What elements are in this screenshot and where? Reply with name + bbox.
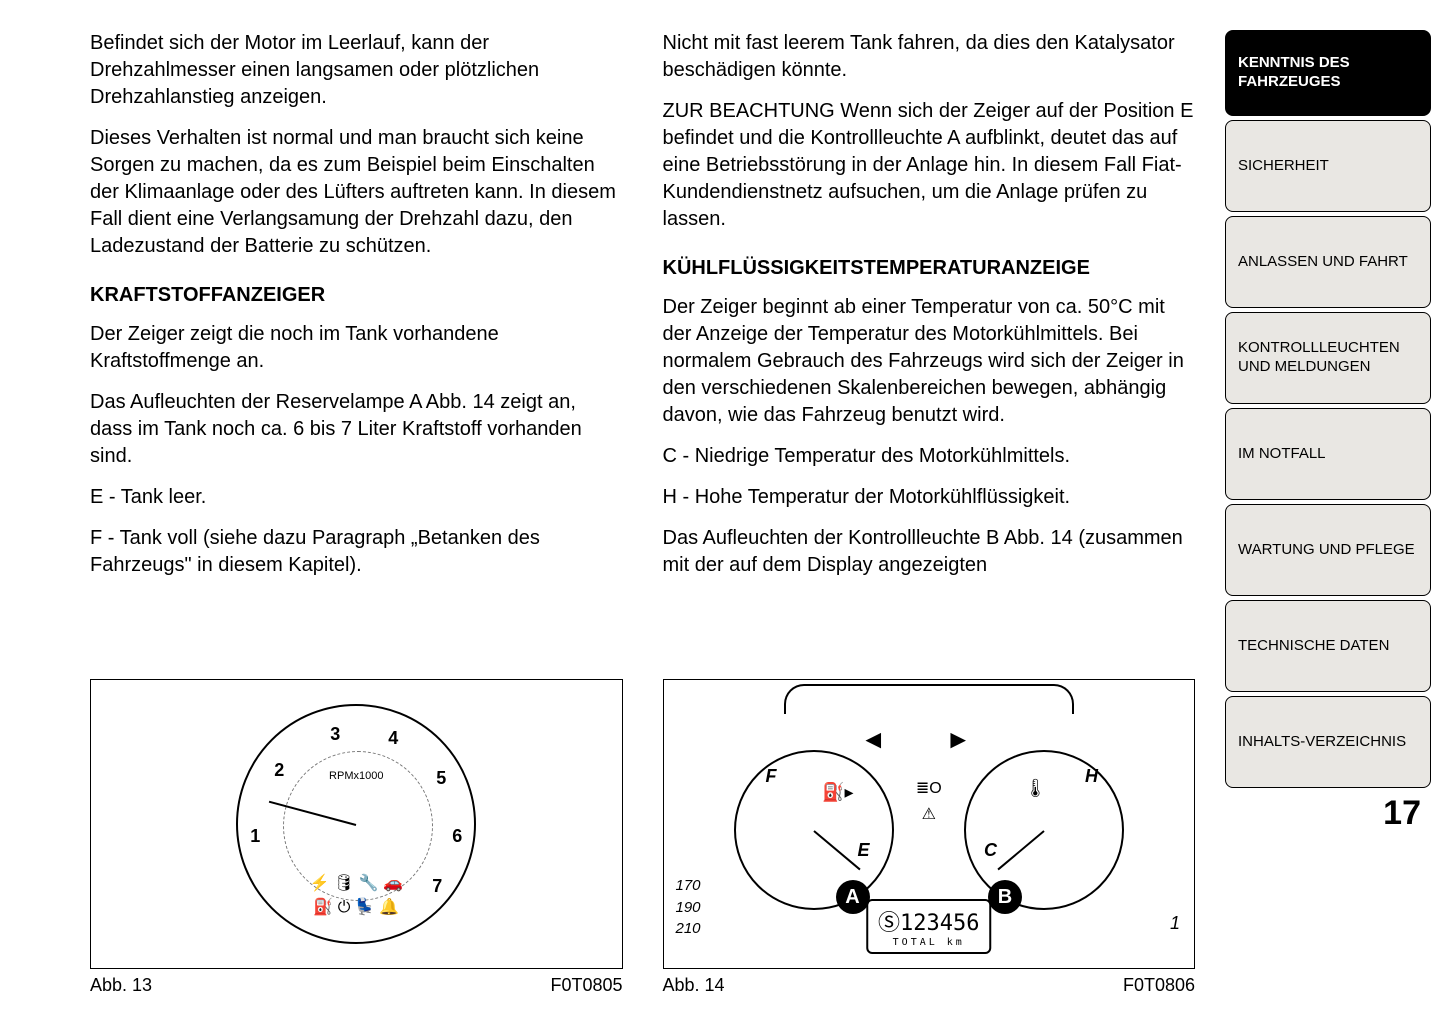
rpm-tick-5: 5 [436, 768, 446, 789]
tab-anlassen[interactable]: ANLASSEN UND FAHRT [1225, 216, 1431, 308]
tab-sicherheit[interactable]: SICHERHEIT [1225, 120, 1431, 212]
fuel-gauge: F E ⛽▸ [734, 750, 894, 910]
fuel-pump-icon: ⛽▸ [822, 782, 853, 803]
rpm-tick-4: 4 [388, 728, 398, 749]
rpm-tick-1: 1 [250, 826, 260, 847]
figure-13: RPMx1000 1 2 3 4 5 6 7 ⚡ 🛢 🔧 🚗 ⛽ ⏻ 💺 🔔 [90, 679, 623, 996]
warning-icons-row1: ⚡ 🛢 🔧 🚗 [266, 872, 446, 896]
right-para-1: Nicht mit fast leerem Tank fahren, da di… [663, 30, 1196, 84]
content-area: Befindet sich der Motor im Leerlauf, kan… [0, 0, 1225, 1026]
right-para-4: C - Niedrige Temperatur des Motorkühlmit… [663, 443, 1196, 470]
dashboard-drawing: ◄ ► F E ⛽▸ H C 🌡 ≣ [664, 680, 1195, 968]
odometer-sublabel: TOTAL km [878, 937, 980, 948]
figure-14-box: ◄ ► F E ⛽▸ H C 🌡 ≣ [663, 679, 1196, 969]
tab-inhaltsverzeichnis[interactable]: INHALTS-VERZEICHNIS [1225, 696, 1431, 788]
right-para-2: ZUR BEACHTUNG Wenn sich der Zeiger auf d… [663, 98, 1196, 233]
left-para-2: Dieses Verhalten ist normal und man brau… [90, 125, 623, 260]
dashboard-top-arc [784, 684, 1075, 714]
right-para-3: Der Zeiger beginnt ab einer Temperatur v… [663, 294, 1196, 429]
label-badge-b: B [988, 880, 1022, 914]
right-para-6: Das Aufleuchten der Kontrollleuchte B Ab… [663, 525, 1196, 579]
right-column: Nicht mit fast leerem Tank fahren, da di… [663, 30, 1196, 996]
figure-13-caption: Abb. 13 F0T0805 [90, 975, 623, 996]
odometer-value: Ⓢ123456 [878, 911, 980, 936]
figure-14-code: F0T0806 [1123, 975, 1195, 996]
rpm-tick-2: 2 [274, 760, 284, 781]
fuel-mark-f: F [766, 766, 777, 787]
temp-mark-h: H [1085, 766, 1098, 787]
temp-needle [997, 830, 1044, 870]
figure-13-box: RPMx1000 1 2 3 4 5 6 7 ⚡ 🛢 🔧 🚗 ⛽ ⏻ 💺 🔔 [90, 679, 623, 969]
tab-kenntnis[interactable]: KENNTNIS DES FAHRZEUGES [1225, 30, 1431, 116]
speed-scale: 170 190 210 [676, 875, 701, 940]
figure-14: ◄ ► F E ⛽▸ H C 🌡 ≣ [663, 679, 1196, 996]
left-column: Befindet sich der Motor im Leerlauf, kan… [90, 30, 623, 996]
center-indicators: ≣O⚠ [916, 776, 942, 827]
left-para-1: Befindet sich der Motor im Leerlauf, kan… [90, 30, 623, 111]
odometer: Ⓢ123456 TOTAL km [866, 899, 992, 954]
figure-14-caption: Abb. 14 F0T0806 [663, 975, 1196, 996]
figure-13-label: Abb. 13 [90, 975, 152, 996]
warning-icons: ⚡ 🛢 🔧 🚗 ⛽ ⏻ 💺 🔔 [266, 872, 446, 920]
temp-scale-num: 1 [1170, 913, 1180, 934]
temp-gauge: H C 🌡 [964, 750, 1124, 910]
left-para-6: F - Tank voll (siehe dazu Paragraph „Bet… [90, 525, 623, 579]
turn-arrows-icon: ◄ ► [860, 724, 997, 755]
warning-icons-row2: ⛽ ⏻ 💺 🔔 [266, 896, 446, 920]
rpm-gauge: RPMx1000 1 2 3 4 5 6 7 ⚡ 🛢 🔧 🚗 ⛽ ⏻ 💺 🔔 [236, 704, 476, 944]
label-badge-a: A [836, 880, 870, 914]
tab-technische-daten[interactable]: TECHNISCHE DATEN [1225, 600, 1431, 692]
chapter-tabs: KENNTNIS DES FAHRZEUGES SICHERHEIT ANLAS… [1225, 0, 1445, 1026]
thermometer-icon: 🌡 [1024, 778, 1047, 799]
rpm-tick-3: 3 [330, 724, 340, 745]
tab-wartung[interactable]: WARTUNG UND PFLEGE [1225, 504, 1431, 596]
right-heading-coolant: KÜHLFLÜSSIGKEITSTEMPERATURANZEIGE [663, 257, 1196, 280]
fuel-mark-e: E [857, 840, 869, 861]
right-para-5: H - Hohe Temperatur der Motorkühlflüssig… [663, 484, 1196, 511]
figure-14-label: Abb. 14 [663, 975, 725, 996]
fuel-needle [813, 830, 860, 870]
left-para-4: Das Aufleuchten der Reservelampe A Abb. … [90, 389, 623, 470]
figure-13-code: F0T0805 [550, 975, 622, 996]
left-para-3: Der Zeiger zeigt die noch im Tank vorhan… [90, 321, 623, 375]
left-para-5: E - Tank leer. [90, 484, 623, 511]
tab-kontrollleuchten[interactable]: KONTROLLLEUCHTEN UND MELDUNGEN [1225, 312, 1431, 404]
rpm-tick-6: 6 [452, 826, 462, 847]
manual-page: Befindet sich der Motor im Leerlauf, kan… [0, 0, 1445, 1026]
rpm-label: RPMx1000 [329, 770, 383, 782]
temp-mark-c: C [984, 840, 997, 861]
page-number: 17 [1225, 794, 1431, 833]
left-heading-fuel: KRAFTSTOFFANZEIGER [90, 284, 623, 307]
tab-notfall[interactable]: IM NOTFALL [1225, 408, 1431, 500]
